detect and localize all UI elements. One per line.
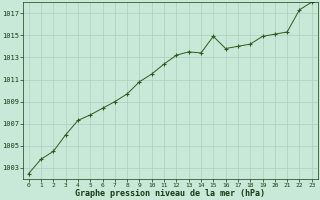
X-axis label: Graphe pression niveau de la mer (hPa): Graphe pression niveau de la mer (hPa) xyxy=(75,189,265,198)
